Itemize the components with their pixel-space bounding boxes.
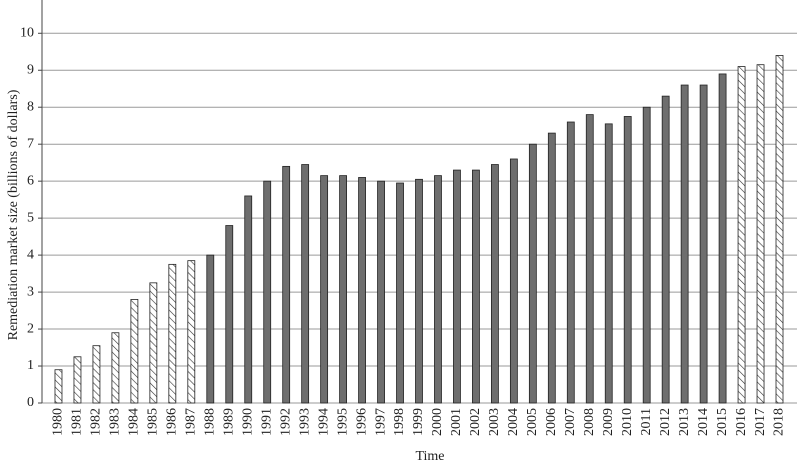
x-tick-label: 1990 [240, 408, 255, 436]
x-tick-label: 2018 [772, 408, 787, 436]
bar [775, 55, 784, 404]
bar [642, 106, 651, 404]
y-tick-label: 3 [27, 284, 34, 299]
bar [737, 66, 746, 404]
bar [585, 114, 594, 404]
bar [149, 282, 158, 404]
x-tick-label: 1995 [335, 408, 350, 436]
bar [263, 180, 272, 404]
x-tick-label: 2000 [430, 408, 445, 436]
x-tick-label: 2001 [449, 408, 464, 436]
bar [623, 116, 632, 404]
y-tick-label: 2 [27, 321, 34, 336]
bar [206, 254, 215, 404]
y-tick-label: 0 [27, 395, 34, 410]
bar [472, 169, 480, 404]
bar [453, 169, 461, 404]
bar [225, 225, 234, 404]
bar [604, 123, 613, 404]
x-tick-label: 1992 [278, 408, 293, 436]
y-tick-label: 4 [27, 247, 34, 262]
x-tick-label: 1983 [108, 408, 123, 436]
x-tick-label: 1981 [70, 408, 85, 436]
bar [130, 299, 139, 404]
bar [680, 84, 689, 404]
bar [509, 158, 518, 404]
x-tick-label: 2017 [753, 408, 768, 436]
x-tick-label: 1984 [127, 408, 142, 436]
y-tick-label: 7 [27, 136, 34, 151]
x-tick-label: 1993 [297, 408, 312, 436]
bar [699, 84, 708, 404]
bar [528, 143, 537, 404]
x-tick-label: 2013 [677, 408, 692, 436]
bar [244, 195, 253, 404]
x-tick-label: 1986 [165, 408, 180, 436]
x-tick-label: 1999 [411, 408, 426, 436]
x-tick-label: 2007 [563, 408, 578, 436]
x-tick-label: 2011 [639, 408, 654, 435]
y-tick-label: 9 [27, 62, 34, 77]
bar [73, 356, 82, 404]
bar [661, 95, 670, 404]
x-tick-label: 2003 [487, 408, 502, 436]
bar [187, 260, 196, 404]
x-tick-label: 1994 [316, 408, 331, 436]
bar [339, 175, 348, 404]
bar [282, 165, 291, 404]
y-axis-label: Remediation market size (billions of dol… [6, 89, 21, 340]
x-tick-label: 1998 [392, 408, 407, 436]
x-tick-label: 2012 [658, 408, 673, 436]
x-tick-label: 2014 [696, 408, 711, 436]
x-tick-label: 1997 [373, 408, 388, 436]
y-tick-label: 1 [27, 358, 34, 373]
x-tick-label: 1989 [221, 408, 236, 436]
y-tick-label: 5 [27, 210, 34, 225]
bar [320, 175, 329, 404]
x-tick-label: 1985 [146, 408, 161, 436]
bar [756, 64, 765, 404]
x-tick-label: 2009 [601, 408, 616, 436]
x-tick-label: 2006 [544, 408, 559, 436]
bar [547, 132, 556, 404]
x-tick-label: 1996 [354, 408, 369, 436]
bar [301, 164, 310, 404]
bar [396, 182, 404, 404]
bar [168, 263, 177, 404]
x-tick-label: 1980 [51, 408, 66, 436]
bar [54, 369, 63, 404]
x-tick-label: 2005 [525, 408, 540, 436]
x-tick-label: 1988 [203, 408, 218, 436]
x-tick-label: 2004 [506, 408, 521, 436]
bar [718, 73, 727, 404]
x-tick-label: 2002 [468, 408, 483, 436]
bar [358, 177, 366, 404]
bar [490, 164, 499, 404]
x-tick-label: 2015 [715, 408, 730, 436]
bar [92, 345, 101, 404]
x-tick-label: 2010 [620, 408, 635, 436]
x-tick-label: 1987 [184, 408, 199, 436]
bar [415, 178, 423, 404]
y-tick-label: 6 [27, 173, 34, 188]
x-axis-label: Time [415, 449, 444, 464]
bar [377, 180, 385, 404]
bar [111, 332, 120, 404]
x-tick-label: 1982 [89, 408, 104, 436]
y-tick-label: 8 [27, 99, 34, 114]
bar [566, 121, 575, 404]
x-tick-label: 1991 [259, 408, 274, 436]
x-tick-label: 2016 [734, 408, 749, 436]
x-tick-label: 2008 [582, 408, 597, 436]
y-tick-label: 10 [20, 25, 34, 40]
bar [434, 175, 442, 404]
